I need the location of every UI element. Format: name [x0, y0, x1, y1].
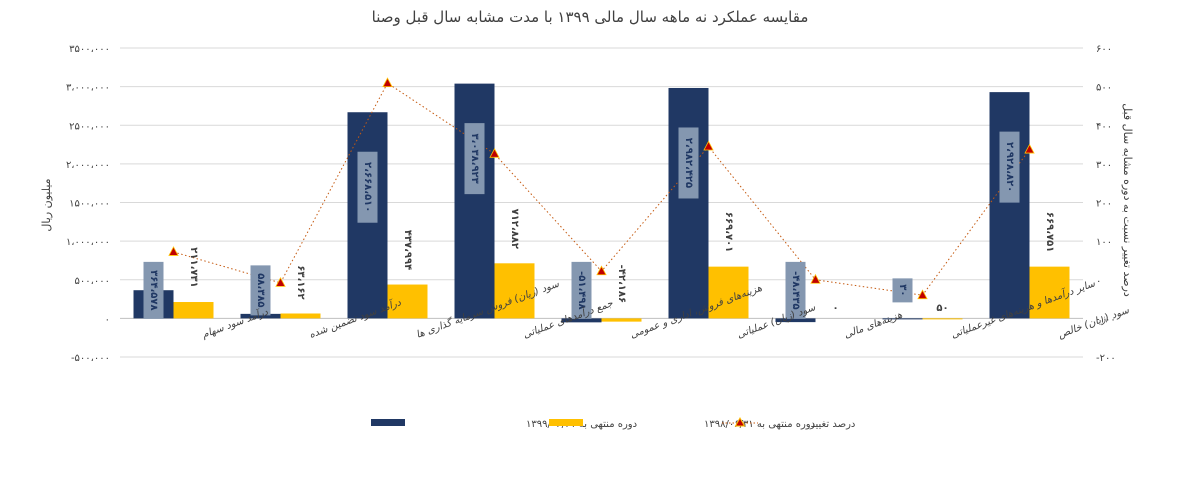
- left-tick-label: ۲،۰۰۰،۰۰۰: [66, 160, 110, 171]
- right-tick-label: ۳۰۰: [1096, 160, 1112, 171]
- bar-1399: [240, 313, 281, 319]
- data-label-1398: ۵۰: [936, 303, 948, 314]
- bar-1399: [882, 318, 923, 320]
- change-marker: [596, 265, 607, 276]
- data-label-1399: ۳۰: [897, 284, 908, 296]
- category-label: هزینه‌های مالی: [843, 310, 904, 341]
- bar-1398: [173, 302, 214, 319]
- left-axis-ticks: ۳۵۰۰،۰۰۰ ۳،۰۰۰،۰۰۰ ۲۵۰۰،۰۰۰ ۲،۰۰۰،۰۰۰ ۱۵۰۰،۰…: [66, 44, 110, 364]
- left-tick-label: ۱،۰۰۰،۰۰۰: [66, 237, 110, 248]
- change-marker: [917, 289, 928, 300]
- data-label-1398: ۶۶۹،۷۰۱: [723, 212, 734, 252]
- left-tick-label: ۱۵۰۰،۰۰۰: [69, 199, 110, 210]
- data-label-box-1399: [999, 131, 1020, 203]
- line-series: [168, 77, 1035, 300]
- bar-series: [133, 83, 1070, 323]
- bar-1398: [280, 313, 321, 319]
- right-tick-label: -۱۰۰: [1096, 314, 1116, 325]
- left-tick-label: ۳۵۰۰،۰۰۰: [69, 44, 110, 55]
- left-tick-label: ۲۵۰۰،۰۰۰: [69, 121, 110, 132]
- right-tick-label: -۲۰۰: [1096, 353, 1116, 364]
- right-tick-label: ۵۰۰: [1096, 83, 1112, 94]
- left-tick-label: ۵۰۰،۰۰۰: [75, 276, 110, 287]
- bar-1399: [989, 92, 1030, 319]
- data-label-box-1399: [892, 278, 913, 303]
- chart-title: مقایسه عملکرد نه ماهه سال مالی ۱۳۹۹ با م…: [372, 8, 809, 26]
- data-label-box-1399: [571, 261, 592, 319]
- right-tick-label: ۲۰۰: [1096, 199, 1112, 210]
- bar-1399: [561, 318, 602, 323]
- change-marker: [168, 246, 179, 256]
- legend: دوره منتهی به ۱۳۹۹/۰۶/۳۱ دوره منتهی به ۱…: [371, 416, 855, 430]
- left-tick-label: -۵۰۰،۰۰۰: [71, 353, 110, 364]
- data-label-1398: ۲۱۱،۷۳۱: [188, 247, 199, 287]
- bar-1398: [708, 266, 749, 319]
- data-label-1399: ۲،۹۲۸،۸۲۰: [1004, 142, 1015, 192]
- data-label-1399: ۲،۶۶۸،۵۱۰: [362, 162, 373, 212]
- bar-1398: [387, 284, 428, 319]
- bar-1398: [601, 318, 642, 322]
- bar-1398: [1029, 266, 1070, 319]
- bar-1399: [775, 318, 816, 323]
- data-label-box-1399: [250, 265, 271, 316]
- data-label-box-1399: [357, 151, 378, 223]
- data-label-1399: -۴۸،۴۳۵: [790, 271, 801, 309]
- legend-label-change: درصد تغییر: [809, 419, 855, 430]
- bar-1398: [494, 263, 535, 319]
- right-tick-label: ۶۰۰: [1096, 44, 1112, 55]
- change-marker: [1024, 143, 1035, 154]
- legend-swatch-1398: [549, 419, 583, 426]
- left-tick-label: ۳،۰۰۰،۰۰۰: [66, 83, 110, 94]
- change-marker: [810, 273, 821, 284]
- data-label-1399: ۳۶۴،۵۷۸: [148, 270, 159, 310]
- legend-marker-change: [734, 416, 746, 427]
- data-label-1398: -۴۲،۱۸۶: [616, 265, 627, 303]
- bar-1398: [922, 318, 963, 320]
- legend-item-1398: دوره منتهی به ۱۳۹۸/۰۶/۳۱: [549, 419, 815, 430]
- data-label-1398: ۶۳،۱۶۲: [295, 265, 306, 299]
- right-tick-label: ۱۰۰: [1096, 237, 1112, 248]
- data-label-box-1399: [464, 123, 485, 195]
- bar-1399: [668, 87, 709, 319]
- data-label-1399: -۵۱،۴۹۸: [576, 271, 587, 309]
- change-line: [173, 82, 1030, 296]
- right-axis-ticks: ۶۰۰ ۵۰۰ ۴۰۰ ۳۰۰ ۲۰۰ ۱۰۰ ۰ -۱۰۰ -۲۰۰: [1096, 44, 1116, 364]
- left-axis-title: میلیون ریال: [40, 178, 53, 231]
- bar-1399: [454, 83, 495, 319]
- right-tick-label: ۴۰۰: [1096, 121, 1112, 132]
- legend-label-1398: دوره منتهی به ۱۳۹۸/۰۶/۳۱: [704, 419, 815, 430]
- left-tick-label: ۰: [105, 314, 110, 325]
- legend-item-1399: دوره منتهی به ۱۳۹۹/۰۶/۳۱: [371, 419, 637, 430]
- legend-swatch-1399: [371, 419, 405, 426]
- legend-item-change: درصد تغییر: [722, 416, 855, 430]
- data-label-1399: ۳،۰۳۸،۹۲۳: [469, 133, 480, 183]
- right-tick-label: ۰: [1096, 276, 1101, 287]
- change-marker: [489, 147, 500, 158]
- data-label-box-1399: [785, 261, 806, 319]
- data-label-1399: ۲،۹۸۲،۴۲۵: [683, 138, 694, 188]
- data-label-1398: ۴۳۷،۹۹۴: [402, 230, 413, 270]
- right-axis-title: درصد تغییر نسبت به دوره مشابه سال قبل: [1121, 103, 1134, 297]
- data-label-1398: ۰: [832, 303, 838, 314]
- change-marker: [382, 77, 393, 88]
- data-label-1399: ۵۸،۳۸۵: [255, 273, 266, 307]
- change-marker: [703, 140, 714, 151]
- data-label-1398: ۷۱۲،۸۸۲: [509, 209, 520, 249]
- data-label-1398: ۶۶۹،۷۵۱: [1044, 212, 1055, 252]
- change-marker: [275, 276, 286, 287]
- data-labels: ۳۶۴،۵۷۸ ۲۱۱،۷۳۱ ۵۸،۳۸۵ ۶۳،۱۶۲ ۲،۶۶۸،۵۱۰ ۴۳۷،۹…: [143, 123, 1055, 319]
- data-label-box-1399: [143, 261, 164, 319]
- data-label-box-1399: [678, 127, 699, 199]
